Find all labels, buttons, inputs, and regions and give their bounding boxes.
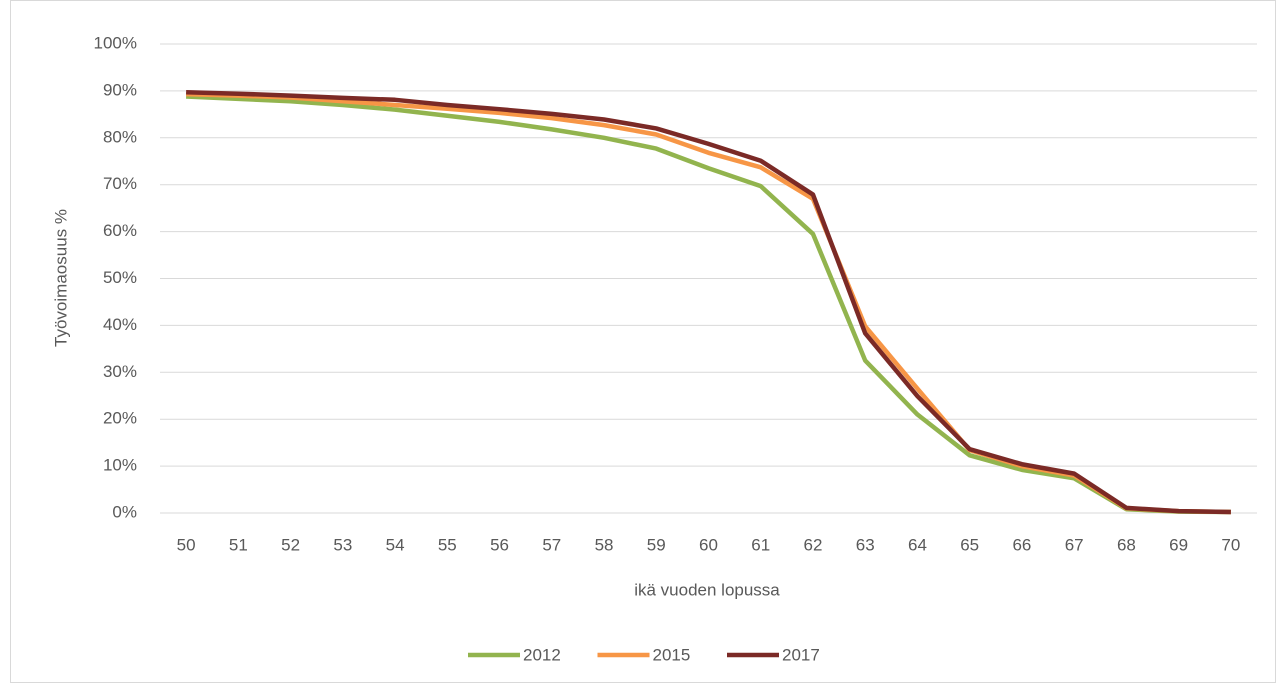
x-tick-label: 57 [542,535,561,554]
y-tick-label: 10% [103,456,137,475]
x-tick-label: 51 [229,535,248,554]
x-tick-label: 64 [908,535,927,554]
x-tick-label: 63 [856,535,875,554]
series-line [186,90,1231,515]
x-tick-label: 52 [281,535,300,554]
x-axis-title: ikä vuoden lopussa [634,580,780,599]
x-tick-label: 59 [647,535,666,554]
series-line [186,94,1231,515]
y-axis-title: Työvoimaosuus % [51,209,70,347]
x-tick-label: 55 [438,535,457,554]
y-tick-label: 100% [94,33,137,52]
chart-border [10,0,1276,683]
x-tick-label: 54 [386,535,405,554]
x-tick-label: 67 [1065,535,1084,554]
x-tick-label: 61 [751,535,770,554]
y-tick-label: 80% [103,127,137,146]
x-tick-label: 60 [699,535,718,554]
x-tick-label: 53 [333,535,352,554]
x-tick-label: 62 [804,535,823,554]
y-tick-label: 0% [112,502,137,521]
x-tick-label: 70 [1221,535,1240,554]
x-tick-label: 58 [595,535,614,554]
y-tick-label: 60% [103,221,137,240]
x-tick-label: 69 [1169,535,1188,554]
x-tick-label: 65 [960,535,979,554]
x-tick-label: 68 [1117,535,1136,554]
x-tick-label: 50 [177,535,196,554]
y-tick-label: 30% [103,362,137,381]
y-tick-label: 50% [103,268,137,287]
y-tick-label: 20% [103,409,137,428]
x-tick-label: 66 [1012,535,1031,554]
x-tick-label: 56 [490,535,509,554]
y-tick-label: 40% [103,315,137,334]
legend-label: 2012 [523,645,561,664]
y-tick-label: 70% [103,174,137,193]
legend-label: 2015 [653,645,691,664]
y-tick-label: 90% [103,80,137,99]
legend-label: 2017 [782,645,820,664]
